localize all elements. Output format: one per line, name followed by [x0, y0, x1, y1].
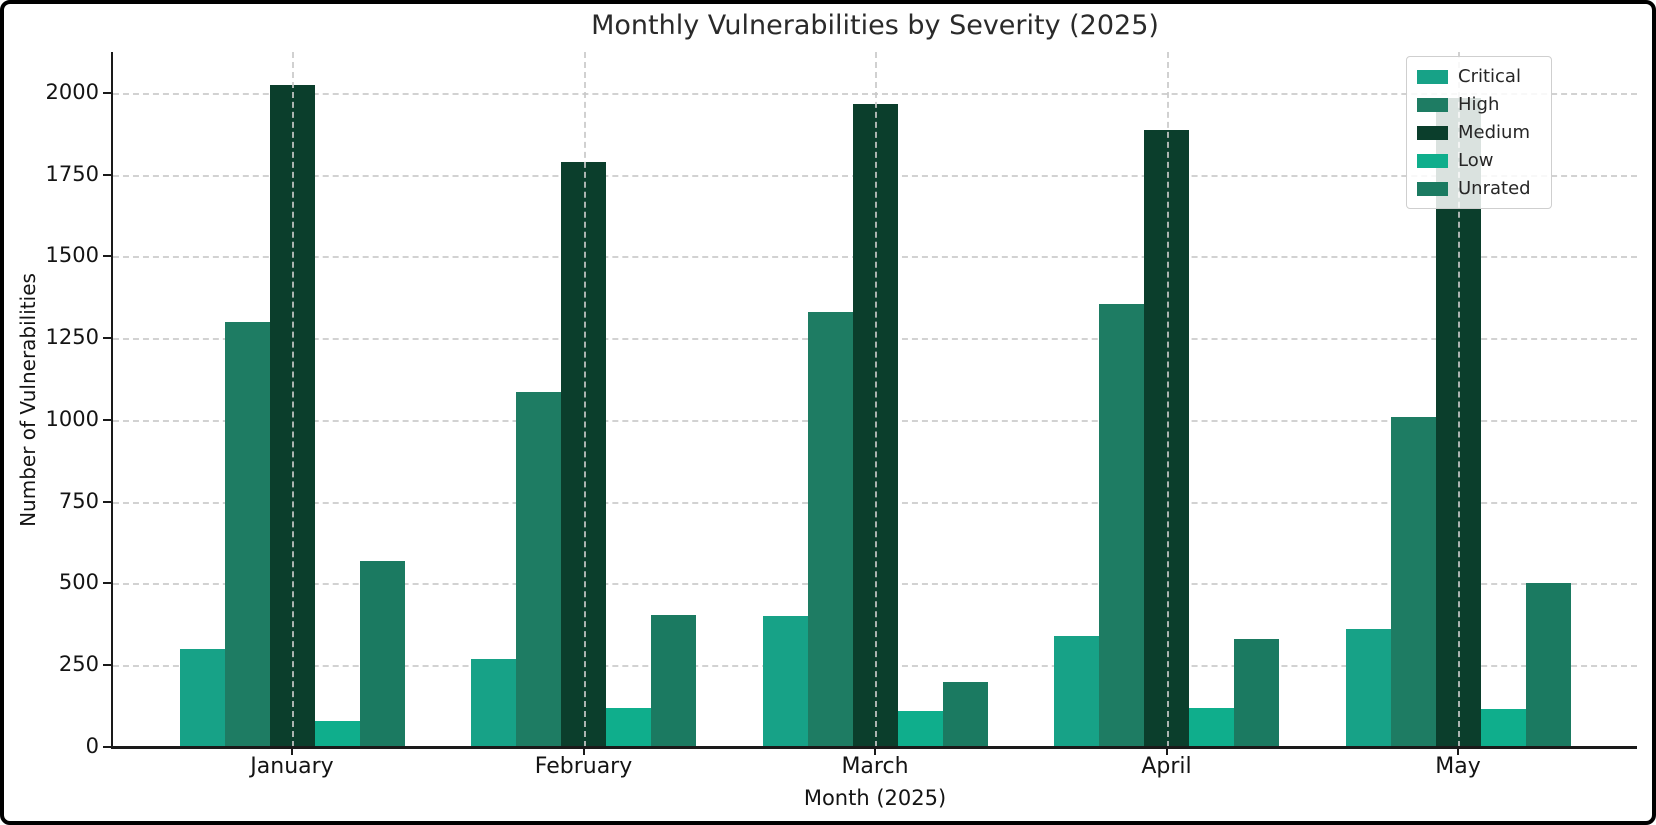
y-tick-label-1000: 1000 [45, 406, 99, 431]
bar-february-low [606, 707, 651, 747]
x-tick-mark-january [291, 747, 293, 755]
y-tick-mark-250 [103, 664, 111, 667]
x-tick-mark-april [1165, 747, 1168, 755]
bar-may-unrated [1525, 583, 1571, 747]
x-tick-mark-may [1457, 747, 1459, 755]
legend-item-low: Low [1417, 149, 1541, 172]
legend-label-low: Low [1458, 150, 1494, 171]
bar-january-critical [179, 648, 225, 747]
y-tick-label-1750: 1750 [45, 161, 99, 186]
gridline-v-february [583, 52, 586, 747]
bar-april-unrated [1234, 639, 1279, 747]
bar-january-high [224, 321, 270, 747]
y-tick-mark-0 [103, 746, 111, 748]
legend-swatch-unrated [1417, 181, 1448, 196]
bar-may-high [1390, 416, 1436, 747]
legend-item-medium: Medium [1417, 121, 1541, 144]
y-tick-label-1250: 1250 [45, 325, 99, 350]
y-tick-mark-1250 [103, 337, 111, 340]
bar-may-low [1480, 709, 1526, 747]
gridline-v-january [292, 52, 294, 747]
chart-title: Monthly Vulnerabilities by Severity (202… [591, 10, 1159, 41]
y-axis-spine [111, 52, 113, 747]
y-tick-label-1500: 1500 [45, 243, 99, 268]
legend-swatch-medium [1417, 125, 1448, 140]
bar-february-unrated [651, 614, 696, 747]
gridline-v-march [875, 52, 877, 747]
legend-label-unrated: Unrated [1458, 178, 1531, 199]
bar-january-unrated [359, 560, 405, 747]
bar-february-critical [471, 658, 516, 747]
bar-february-high [516, 392, 561, 747]
x-tick-mark-march [874, 747, 876, 755]
x-tick-label-april: April [1141, 754, 1192, 779]
x-tick-label-january: January [250, 754, 334, 779]
x-tick-label-march: March [841, 754, 909, 779]
legend-label-medium: Medium [1458, 122, 1530, 143]
y-tick-label-2000: 2000 [45, 79, 99, 104]
y-tick-label-0: 0 [85, 734, 99, 758]
y-tick-label-750: 750 [58, 488, 99, 513]
bar-may-critical [1345, 629, 1391, 747]
legend-item-high: High [1417, 93, 1541, 116]
gridline-v-may [1458, 52, 1460, 747]
bar-march-unrated [942, 681, 988, 747]
y-tick-mark-1500 [103, 255, 111, 258]
legend-swatch-critical [1417, 69, 1448, 84]
y-tick-label-500: 500 [58, 570, 99, 595]
legend-swatch-low [1417, 153, 1448, 168]
y-tick-mark-1750 [103, 173, 111, 176]
bar-april-low [1189, 707, 1234, 747]
x-tick-label-february: February [534, 754, 633, 779]
bar-march-high [807, 312, 853, 747]
bar-april-critical [1054, 635, 1099, 747]
legend-label-high: High [1458, 94, 1500, 115]
legend-item-unrated: Unrated [1417, 177, 1541, 200]
y-tick-mark-1000 [103, 418, 111, 421]
legend-label-critical: Critical [1458, 66, 1521, 87]
legend: Critical High Medium Low Unrated [1406, 56, 1552, 209]
y-tick-mark-500 [103, 582, 111, 585]
y-tick-mark-750 [103, 500, 111, 503]
gridline-v-april [1166, 52, 1169, 747]
bar-january-low [314, 720, 360, 747]
x-tick-mark-february [582, 747, 585, 755]
bar-march-critical [762, 616, 808, 747]
x-tick-label-may: May [1435, 754, 1481, 779]
bar-march-low [897, 711, 943, 747]
bar-april-high [1099, 303, 1144, 747]
y-tick-label-250: 250 [58, 652, 99, 677]
legend-item-critical: Critical [1417, 65, 1541, 88]
x-axis-label: Month (2025) [803, 786, 947, 810]
y-tick-mark-2000 [103, 91, 111, 94]
legend-swatch-high [1417, 97, 1448, 112]
